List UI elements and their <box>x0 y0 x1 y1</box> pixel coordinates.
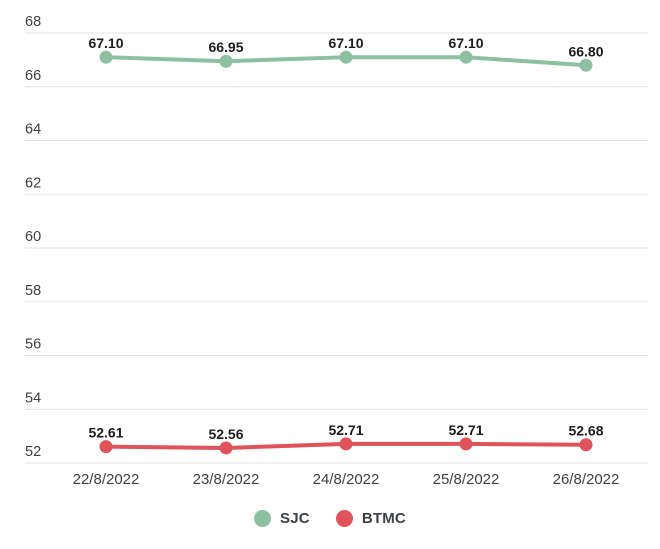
legend-swatch-btmc-icon <box>335 509 353 527</box>
data-point-btmc <box>339 437 353 451</box>
y-tick-label: 60 <box>25 229 41 245</box>
y-tick-label: 58 <box>25 283 41 299</box>
data-point-sjc <box>99 50 113 64</box>
x-tick-label: 23/8/2022 <box>193 471 260 488</box>
legend-swatch-sjc-icon <box>254 509 272 527</box>
data-point-btmc <box>459 437 473 451</box>
legend-label-btmc: BTMC <box>361 509 406 527</box>
x-tick-label: 25/8/2022 <box>433 471 500 488</box>
chart-legend: SJC BTMC <box>0 501 660 535</box>
data-point-btmc <box>99 440 113 454</box>
data-point-sjc <box>579 58 593 72</box>
y-tick-label: 66 <box>25 68 41 84</box>
data-point-label-btmc: 52.71 <box>448 422 483 438</box>
data-point-label-sjc: 67.10 <box>88 35 123 51</box>
y-tick-label: 64 <box>25 122 41 138</box>
data-point-label-sjc: 67.10 <box>328 35 363 51</box>
data-point-label-btmc: 52.61 <box>88 425 123 441</box>
y-tick-label: 62 <box>25 175 41 191</box>
y-tick-label: 54 <box>25 390 41 406</box>
x-tick-label: 22/8/2022 <box>73 471 140 488</box>
line-chart: 52 54 56 58 60 62 64 66 68 22/8/2022 23/8/2022 24/8… <box>25 14 648 488</box>
y-tick-label: 52 <box>25 444 41 460</box>
legend-item-sjc[interactable]: SJC <box>254 509 310 527</box>
y-tick-label: 68 <box>25 14 41 30</box>
data-point-label-btmc: 52.68 <box>568 423 603 439</box>
data-point-btmc <box>579 438 593 452</box>
data-point-label-sjc: 67.10 <box>448 35 483 51</box>
x-tick-label: 26/8/2022 <box>553 471 620 488</box>
legend-label-sjc: SJC <box>280 509 310 527</box>
data-point-sjc <box>219 54 233 68</box>
data-point-label-sjc: 66.95 <box>208 39 243 55</box>
data-point-btmc <box>219 441 233 455</box>
data-point-label-sjc: 66.80 <box>568 43 603 59</box>
data-point-label-btmc: 52.71 <box>328 422 363 438</box>
legend-item-btmc[interactable]: BTMC <box>335 509 406 527</box>
x-tick-label: 24/8/2022 <box>313 471 380 488</box>
y-tick-label: 56 <box>25 337 41 353</box>
data-point-sjc <box>339 50 353 64</box>
data-point-label-btmc: 52.56 <box>208 426 243 442</box>
data-point-sjc <box>459 50 473 64</box>
